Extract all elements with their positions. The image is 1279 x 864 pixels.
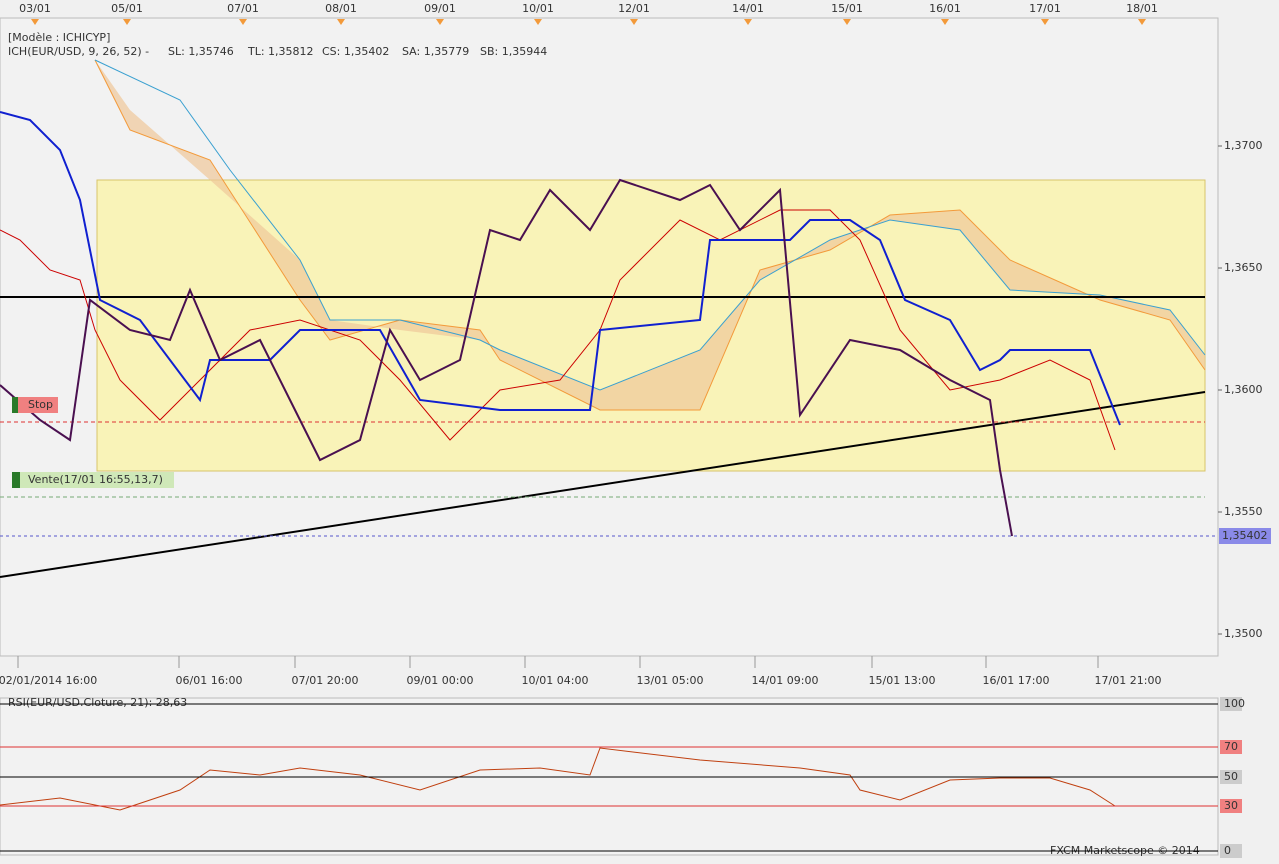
price-label: 1,3600 [1224,383,1263,396]
top-date: 16/01 [929,2,961,15]
senkou-a [94,59,1206,411]
top-date: 08/01 [325,2,357,15]
price-label: 1,3550 [1224,505,1263,518]
rsi-level-label: 30 [1224,799,1238,812]
session-marker [630,19,638,25]
time-label: 17/01 21:00 [1095,674,1162,687]
time-label: 06/01 16:00 [176,674,243,687]
stop-order[interactable] [12,397,58,413]
trend-line [0,391,1206,578]
top-date: 10/01 [522,2,554,15]
sell-marker [12,472,20,488]
top-date: 18/01 [1126,2,1158,15]
sb: SB: 1,35944 [480,45,547,58]
session-marker [1041,19,1049,25]
stop-marker [12,397,18,413]
top-date: 14/01 [732,2,764,15]
session-marker [843,19,851,25]
rsi-level-label: 50 [1224,770,1238,783]
session-marker [436,19,444,25]
price-label: 1,3650 [1224,261,1263,274]
sl: SL: 1,35746 [168,45,234,58]
session-marker [337,19,345,25]
price-label: 1,3500 [1224,627,1263,640]
time-label: 02/01/2014 16:00 [0,674,97,687]
price-label: 1,3700 [1224,139,1263,152]
top-date: 09/01 [424,2,456,15]
rsi-level-label: 70 [1224,740,1238,753]
tl: TL: 1,35812 [247,45,314,58]
stop-label: Stop [28,398,53,411]
session-marker [239,19,247,25]
rsi-level-box [1220,844,1242,858]
cs: CS: 1,35402 [322,45,389,58]
time-label: 07/01 20:00 [292,674,359,687]
rsi-level-box [1220,799,1242,813]
session-marker [941,19,949,25]
time-label: 15/01 13:00 [869,674,936,687]
current-price-box [1219,528,1271,544]
time-label: 16/01 17:00 [983,674,1050,687]
tenkan-line [0,111,1121,426]
rsi-level-box [1220,697,1242,711]
current-price: 1,35402 [1222,529,1268,542]
top-date: 15/01 [831,2,863,15]
rsi-level-label: 100 [1224,697,1245,710]
top-date: 05/01 [111,2,143,15]
rsi-level-box [1220,740,1242,754]
session-marker [534,19,542,25]
rsi-label: RSI(EUR/USD.Cloture, 21): 28,63 [8,696,187,709]
senkou-b [94,59,1206,391]
price-line [0,209,1116,451]
sell-label: Vente(17/01 16:55,13,7) [28,473,163,486]
model-label: [Modèle : ICHICYP] [8,31,110,44]
session-marker [1138,19,1146,25]
session-marker [123,19,131,25]
ichimoku-cloud [95,60,1205,410]
sa: SA: 1,35779 [402,45,469,58]
indicator: ICH(EUR/USD, 9, 26, 52) - [8,45,149,58]
time-label: 10/01 04:00 [522,674,589,687]
top-date: 07/01 [227,2,259,15]
chikou-line [0,178,1013,537]
top-date: 17/01 [1029,2,1061,15]
session-marker [31,19,39,25]
sell-order[interactable] [12,472,174,488]
top-date: 12/01 [618,2,650,15]
top-date: 03/01 [19,2,51,15]
session-marker [744,19,752,25]
time-label: 13/01 05:00 [637,674,704,687]
time-label: 09/01 00:00 [407,674,474,687]
rsi-level-label: 0 [1224,844,1231,857]
time-label: 14/01 09:00 [752,674,819,687]
rsi-level-box [1220,770,1242,784]
